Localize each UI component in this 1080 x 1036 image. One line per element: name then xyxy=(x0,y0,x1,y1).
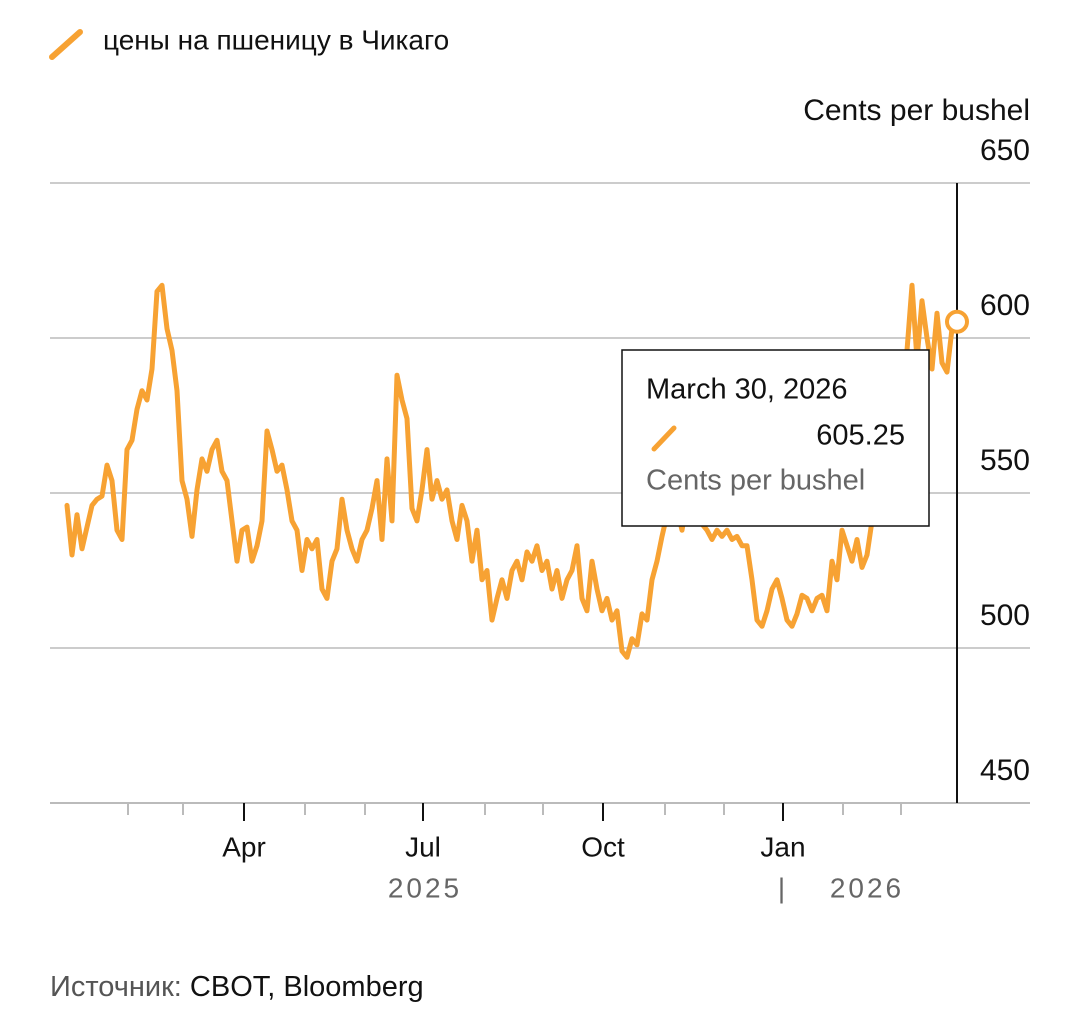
tooltip: March 30, 2026 605.25 Cents per bushel xyxy=(621,349,930,527)
legend-label: цены на пшеницу в Чикаго xyxy=(103,24,449,55)
y-tick-label: 550 xyxy=(980,444,1030,477)
x-tick-label: Jan xyxy=(760,831,805,862)
tooltip-date: March 30, 2026 xyxy=(646,374,848,406)
y-axis-title: Cents per bushel xyxy=(803,94,1030,127)
tooltip-swatch xyxy=(651,425,677,452)
y-tick-label: 450 xyxy=(980,754,1030,787)
plot xyxy=(64,183,969,803)
hover-marker xyxy=(945,309,969,334)
tooltip-unit: Cents per bushel xyxy=(646,465,865,497)
tooltip-box xyxy=(621,349,930,527)
year-divider: | xyxy=(778,872,788,903)
tooltip-value: 605.25 xyxy=(816,420,905,452)
source-label: Источник: xyxy=(50,971,182,1003)
x-tick-label: Oct xyxy=(581,831,625,862)
source-text: CBOT, Bloomberg xyxy=(190,971,424,1003)
y-tick-label: 600 xyxy=(980,289,1030,322)
x-tick-label: Jul xyxy=(405,831,441,862)
legend-swatch xyxy=(49,29,83,60)
x-tick-label: Apr xyxy=(222,831,266,862)
y-tick-label: 500 xyxy=(980,599,1030,632)
grid: 450 500 550 600 650 Apr Jul Oct Jan 2025 2026 | xyxy=(50,134,1030,903)
year-label: 2025 xyxy=(388,872,462,903)
series-line xyxy=(64,282,960,660)
y-tick-label: 650 xyxy=(980,134,1030,167)
year-label: 2026 xyxy=(830,872,904,903)
source: Источник: CBOT, Bloomberg xyxy=(50,971,424,1003)
